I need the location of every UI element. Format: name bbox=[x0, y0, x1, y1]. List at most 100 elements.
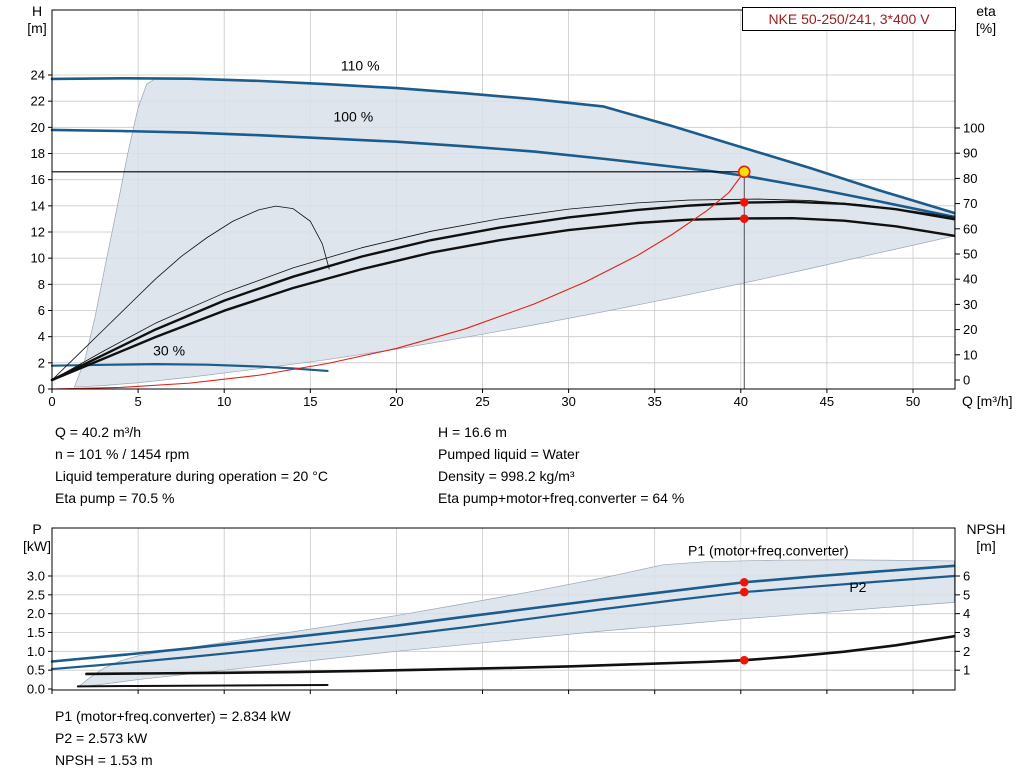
y-left-tick-label: 8 bbox=[38, 277, 45, 292]
y-left-tick-label: 12 bbox=[31, 225, 45, 240]
readout-flow: Q = 40.2 m³/h bbox=[55, 424, 141, 440]
eta-thin-reduced-speed bbox=[51, 205, 330, 381]
npsh-marker[interactable] bbox=[739, 655, 749, 665]
y-left-tick-label: 2.0 bbox=[27, 606, 45, 621]
y-left-axis-title: P bbox=[32, 521, 41, 537]
y-right-tick-label: 2 bbox=[963, 644, 970, 659]
x-tick-label: 35 bbox=[647, 394, 661, 409]
y-right-axis-title: [%] bbox=[976, 20, 996, 36]
y-left-axis-title: [m] bbox=[27, 20, 46, 36]
readout-head: H = 16.6 m bbox=[438, 424, 507, 440]
x-axis-title: Q [m³/h] bbox=[962, 393, 1013, 409]
x-tick-label: 25 bbox=[475, 394, 489, 409]
y-left-tick-label: 18 bbox=[31, 146, 45, 161]
p1-curve bbox=[50, 564, 956, 663]
y-left-tick-label: 0.0 bbox=[27, 682, 45, 697]
chart-title-box: NKE 50-250/241, 3*400 V bbox=[742, 7, 956, 31]
y-right-tick-label: 40 bbox=[963, 272, 977, 287]
x-tick-label: 45 bbox=[820, 394, 834, 409]
curve-label: 30 % bbox=[153, 343, 185, 359]
readout-eta-total: Eta pump+motor+freq.converter = 64 % bbox=[438, 490, 685, 506]
y-right-tick-label: 5 bbox=[963, 587, 970, 602]
y-left-tick-label: 0 bbox=[38, 382, 45, 397]
readout-eta-pump: Eta pump = 70.5 % bbox=[55, 490, 175, 506]
x-tick-label: 10 bbox=[217, 394, 231, 409]
npsh-curve bbox=[85, 634, 956, 676]
readout-p1: P1 (motor+freq.converter) = 2.834 kW bbox=[55, 708, 291, 724]
speed-curve-100 bbox=[50, 128, 956, 219]
eta-total-marker[interactable] bbox=[739, 214, 749, 224]
system-curve bbox=[51, 171, 745, 390]
x-tick-label: 0 bbox=[48, 394, 55, 409]
y-right-tick-label: 4 bbox=[963, 606, 970, 621]
y-right-axis-title: eta bbox=[976, 3, 996, 19]
p-min-speed-curve bbox=[76, 684, 329, 688]
eta-pump-motor-fc-curve bbox=[50, 217, 956, 382]
power-npsh-chart[interactable]: P1 (motor+freq.converter)P20.00.51.01.52… bbox=[0, 520, 1024, 720]
y-right-tick-label: 90 bbox=[963, 146, 977, 161]
speed-curve-30 bbox=[50, 363, 329, 373]
y-right-tick-label: 100 bbox=[963, 121, 985, 136]
y-right-tick-label: 50 bbox=[963, 247, 977, 262]
x-tick-label: 5 bbox=[134, 394, 141, 409]
y-left-tick-label: 22 bbox=[31, 94, 45, 109]
readout-density: Density = 998.2 kg/m³ bbox=[438, 468, 575, 484]
y-left-axis-title: H bbox=[32, 3, 42, 19]
y-left-tick-label: 10 bbox=[31, 251, 45, 266]
operating-envelope bbox=[73, 78, 955, 388]
y-left-tick-label: 4 bbox=[38, 329, 45, 344]
y-left-tick-label: 6 bbox=[38, 303, 45, 318]
power-readout: P1 (motor+freq.converter) = 2.834 kW P2 … bbox=[55, 705, 291, 771]
eta-thin-max-speed bbox=[51, 198, 955, 381]
readout-npsh: NPSH = 1.53 m bbox=[55, 752, 153, 768]
y-right-tick-label: 3 bbox=[963, 625, 970, 640]
x-tick-label: 15 bbox=[303, 394, 317, 409]
p1-marker[interactable] bbox=[739, 577, 749, 587]
y-right-tick-label: 0 bbox=[963, 373, 970, 388]
y-right-axis-title: [m] bbox=[976, 538, 995, 554]
y-right-tick-label: 6 bbox=[963, 569, 970, 584]
y-right-tick-label: 70 bbox=[963, 196, 977, 211]
y-right-tick-label: 10 bbox=[963, 347, 977, 362]
curve-label: P1 (motor+freq.converter) bbox=[688, 542, 849, 558]
y-left-tick-label: 14 bbox=[31, 198, 45, 213]
operating-point-readout-right: H = 16.6 m Pumped liquid = Water Density… bbox=[438, 421, 684, 509]
plot-frame bbox=[51, 527, 956, 691]
y-left-tick-label: 2.5 bbox=[27, 587, 45, 602]
operating-point-readout-left: Q = 40.2 m³/h n = 101 % / 1454 rpm Liqui… bbox=[55, 421, 328, 509]
y-left-axis-title: [kW] bbox=[23, 538, 51, 554]
readout-p2: P2 = 2.573 kW bbox=[55, 730, 148, 746]
y-right-tick-label: 30 bbox=[963, 297, 977, 312]
plot-frame bbox=[51, 9, 956, 390]
p2-curve bbox=[50, 574, 956, 671]
y-left-tick-label: 16 bbox=[31, 172, 45, 187]
eta-pump-curve bbox=[50, 200, 956, 382]
y-right-tick-label: 1 bbox=[963, 663, 970, 678]
hq-eta-chart[interactable]: 110 %100 %30 %0 5 10 15 20 25 30 35 40 45 50024681… bbox=[0, 0, 1024, 415]
curve-label: 100 % bbox=[333, 108, 373, 124]
y-left-tick-label: 24 bbox=[31, 68, 45, 83]
y-left-tick-label: 1.0 bbox=[27, 644, 45, 659]
y-left-tick-label: 3.0 bbox=[27, 569, 45, 584]
curve-label: P2 bbox=[849, 579, 866, 595]
y-left-tick-label: 0.5 bbox=[27, 663, 45, 678]
readout-pumped-liquid: Pumped liquid = Water bbox=[438, 446, 580, 462]
eta-pump-marker[interactable] bbox=[739, 198, 749, 207]
x-tick-label: 40 bbox=[734, 394, 748, 409]
pump-title: NKE 50-250/241, 3*400 V bbox=[768, 11, 930, 27]
y-left-tick-label: 2 bbox=[38, 355, 45, 370]
x-tick-label: 20 bbox=[389, 394, 403, 409]
y-right-tick-label: 80 bbox=[963, 171, 977, 186]
curve-label: 110 % bbox=[341, 57, 380, 73]
speed-curve-110 bbox=[50, 76, 956, 215]
duty-point-marker[interactable] bbox=[737, 165, 751, 179]
p2-marker[interactable] bbox=[739, 587, 749, 597]
y-left-tick-label: 20 bbox=[31, 120, 45, 135]
readout-liquid-temperature: Liquid temperature during operation = 20… bbox=[55, 468, 328, 484]
y-right-axis-title: NPSH bbox=[967, 521, 1006, 537]
readout-speed: n = 101 % / 1454 rpm bbox=[55, 446, 190, 462]
y-right-tick-label: 20 bbox=[963, 322, 977, 337]
x-tick-label: 50 bbox=[906, 394, 920, 409]
y-left-tick-label: 1.5 bbox=[27, 625, 45, 640]
